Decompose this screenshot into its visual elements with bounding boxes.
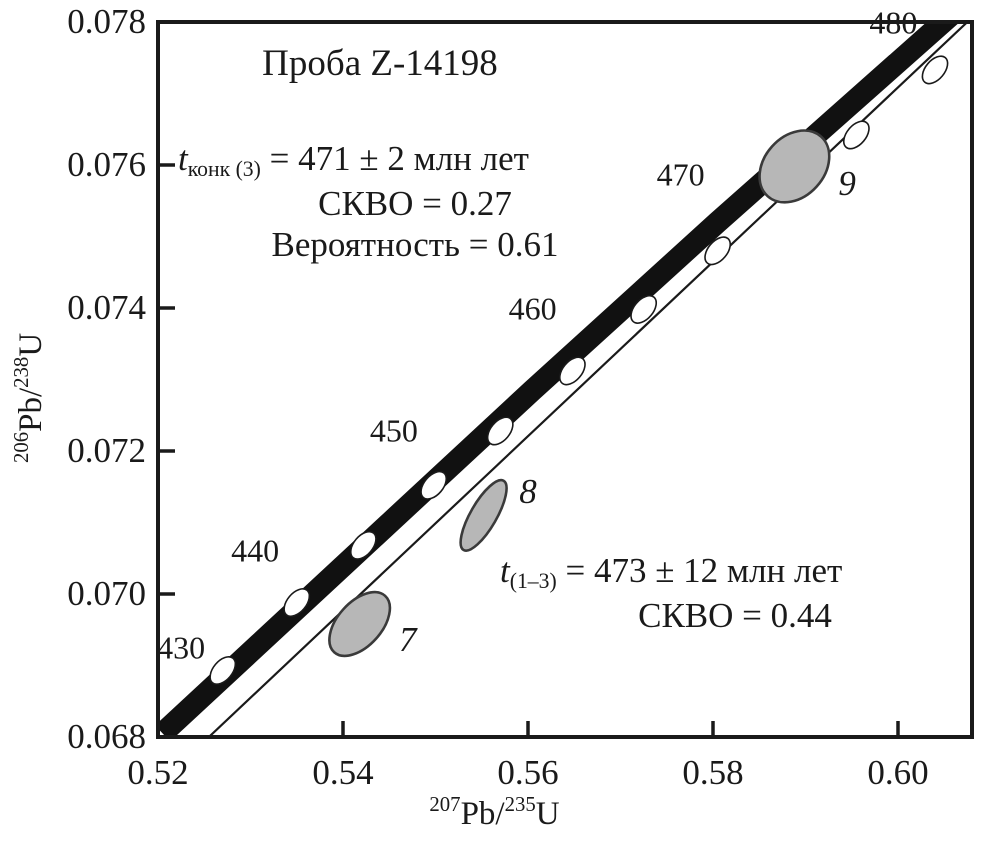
concordia-age-line: tконк (3) = 471 ± 2 млн лет: [170, 138, 660, 183]
page-title: Проба Z-14198: [262, 43, 498, 84]
concordia-age-label: 430: [157, 629, 206, 666]
y-axis-title: 206Pb/238U: [10, 268, 50, 528]
concordia-mswd: СКВО = 0.27: [318, 183, 512, 223]
discordia-age-line: t(1–3) = 473 ± 12 млн лет: [500, 550, 970, 595]
concordia-age-marker: [283, 588, 311, 618]
y-axis-title-slash: /: [12, 387, 49, 398]
concordia-age-markers: [209, 55, 949, 685]
x-axis-title-u: U: [535, 795, 560, 832]
concordia-age-marker: [349, 530, 377, 560]
x-tick-label: 0.56: [497, 753, 559, 792]
y-tick-label: 0.076: [67, 145, 146, 184]
y-axis-title-u: U: [12, 332, 49, 357]
concordia-age-label: 460: [508, 290, 557, 327]
concordia-age-marker: [559, 356, 586, 386]
x-axis-title-sup-235: 235: [504, 793, 536, 816]
concordia-age-annotation: tконк (3) = 471 ± 2 млн лет СКВО = 0.27 …: [170, 138, 660, 265]
axis-tick-marks: [158, 163, 900, 737]
error-ellipse-8: [459, 478, 508, 552]
concordia-age-value: = 471 ± 2 млн лет: [260, 139, 529, 178]
discordia-t-subscript: (1–3): [509, 569, 557, 594]
error-ellipse-7: [328, 590, 392, 658]
ellipse-number-label-7: 7: [399, 620, 417, 660]
concordia-age-marker: [486, 416, 514, 446]
x-tick-label: 0.52: [127, 753, 189, 792]
x-tick-label: 0.58: [682, 753, 744, 792]
y-tick-label: 0.078: [67, 2, 146, 41]
concordia-age-marker: [704, 236, 732, 266]
concordia-age-label: 480: [869, 4, 918, 41]
concordia-age-marker: [842, 120, 870, 150]
concordia-t-symbol: t: [178, 139, 188, 178]
ellipse-number-label-9: 9: [838, 164, 856, 204]
x-tick-label: 0.54: [312, 753, 374, 792]
x-tick-label: 0.60: [867, 753, 929, 792]
discordia-mswd: СКВО = 0.44: [638, 595, 832, 635]
concordia-age-label: 450: [369, 412, 418, 449]
concordia-age-marker: [630, 294, 658, 324]
y-tick-label: 0.074: [67, 288, 146, 327]
error-ellipse-9: [758, 129, 831, 204]
concordia-age-label: 440: [231, 532, 280, 569]
discordia-age-value: = 473 ± 12 млн лет: [556, 551, 843, 590]
concordia-age-marker: [209, 656, 237, 685]
y-axis-title-sup-206: 206: [10, 431, 34, 464]
concordia-t-subscript: конк (3): [187, 157, 261, 182]
concordia-age-marker: [921, 55, 949, 85]
y-axis-title-sup-238: 238: [10, 356, 34, 388]
x-axis-title-sup-207: 207: [429, 793, 461, 816]
discordia-t-symbol: t: [500, 551, 510, 590]
y-tick-label: 0.068: [67, 717, 146, 756]
concordia-age-label: 470: [656, 156, 705, 193]
concordia-age-marker: [420, 470, 448, 500]
x-axis-title-slash: /: [495, 795, 505, 832]
y-tick-label: 0.072: [67, 431, 146, 470]
x-axis-title: 207Pb/235U: [0, 793, 989, 833]
discordia-age-annotation: t(1–3) = 473 ± 12 млн лет СКВО = 0.44: [500, 550, 970, 636]
y-tick-label: 0.070: [67, 574, 146, 613]
y-axis-title-pb: Pb: [12, 397, 49, 432]
axes-frame: [156, 20, 974, 739]
concordia-probability: Вероятность = 0.61: [271, 224, 559, 264]
ellipse-number-label-8: 8: [519, 471, 537, 511]
error-ellipses: [328, 129, 831, 658]
x-axis-title-pb: Pb: [460, 795, 496, 832]
